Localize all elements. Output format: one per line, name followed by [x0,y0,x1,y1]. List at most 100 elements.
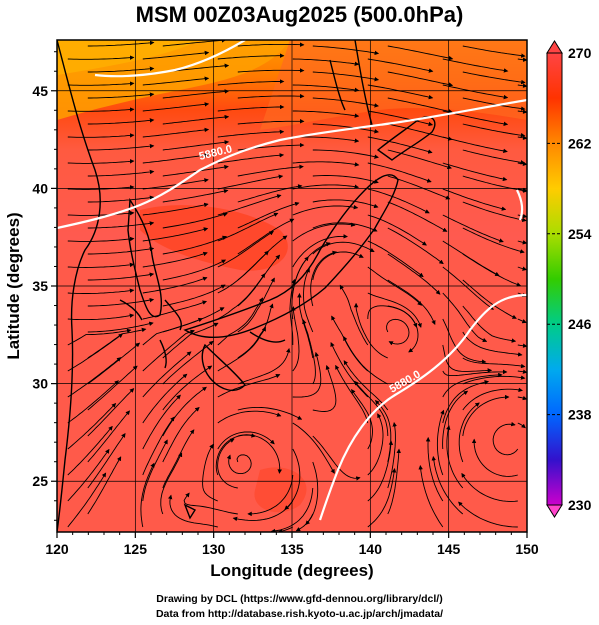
streamline [367,468,397,528]
streamline [387,422,397,489]
streamline [237,42,305,47]
streamline [87,143,155,151]
streamline [312,222,378,232]
streamline [343,360,389,411]
streamline [312,435,361,481]
streamline [67,448,110,502]
chart-title: MSM 00Z03Aug2025 (500.0hPa) [135,2,464,27]
streamline [67,380,119,424]
streamline [217,153,285,164]
streamline [162,212,228,229]
streamline [446,425,464,489]
x-tick-label: 140 [359,541,383,557]
streamline [517,83,527,88]
streamline [162,284,226,307]
streamline [367,266,423,306]
streamline [237,68,305,73]
streamline [67,313,135,321]
streamline [237,164,304,177]
streamline [387,149,452,170]
streamline [142,373,188,424]
streamline [442,84,509,100]
coastlines [57,40,436,532]
streamline [217,431,275,450]
streamline [67,288,135,294]
y-tick-label: 40 [32,180,48,196]
x-tick-label: 125 [124,541,148,557]
streamline [237,201,300,229]
credit-line-drawing: Drawing by DCL (https://www.gfd-dennou.o… [156,593,443,605]
streamline [462,375,526,385]
streamline [67,425,113,476]
streamline [237,93,305,99]
streamline [237,347,291,385]
streamline [517,422,526,429]
streamline [367,305,418,328]
streamline [162,114,230,125]
x-axis-title: Longitude (degrees) [210,561,373,580]
streamline [367,214,427,246]
streamline [87,66,155,73]
streamline [87,321,154,333]
streamline [87,221,155,229]
streamline [142,329,195,372]
streamline [312,251,364,281]
streamline [367,84,434,100]
streamline [442,188,507,211]
streamline [367,240,424,278]
streamline [217,297,263,346]
streamline [87,410,130,463]
streamline [162,322,219,359]
y-tick-label: 25 [32,473,48,489]
streamline [142,227,209,242]
streamline [292,184,360,190]
streamline [471,438,518,477]
streamline [217,194,282,216]
streamline [517,187,527,193]
streamline [367,413,384,476]
streamline [87,118,155,125]
streamline [142,276,208,294]
x-axis: 120 125 130 135 140 145 150 [45,532,539,557]
streamline [237,277,275,333]
streamline [442,369,508,377]
streamline [312,71,380,82]
streamline [330,342,369,398]
streamline [140,462,155,528]
streamline [436,409,445,476]
streamline [67,185,135,190]
streamline [217,129,285,138]
streamline [237,406,303,420]
streamline [162,340,214,385]
streamline [353,302,388,359]
streamline [217,53,285,60]
streamline [162,89,230,99]
streamline [292,58,360,67]
streamline [162,164,229,177]
streamline [431,455,464,515]
streamline [517,161,527,167]
streamline [517,266,527,271]
streamline [442,58,509,73]
streamline [367,110,434,127]
streamline [462,97,526,111]
x-tick-label: 150 [515,541,539,557]
streamline [442,344,493,373]
streamline [142,127,210,138]
streamline [387,227,444,265]
streamline [442,162,508,182]
streamline [303,267,314,333]
streamline [387,97,453,114]
streamline [312,45,380,56]
streamline [292,351,322,398]
streamline [67,159,135,164]
streamline [67,472,107,528]
streamline [142,202,209,216]
y-axis: 25 30 35 40 45 [32,51,57,521]
streamline [87,365,138,411]
streamline [217,410,282,424]
streamline [217,230,274,268]
streamline [67,357,122,398]
colorbar-ramp [546,52,563,506]
streamline [162,429,195,489]
